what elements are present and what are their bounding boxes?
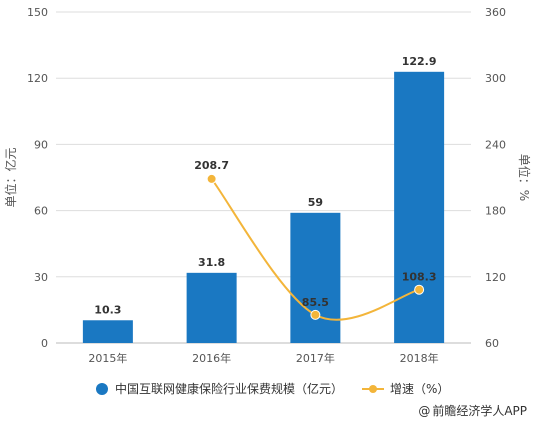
growth-point (206, 173, 217, 184)
legend-bar-marker (96, 382, 108, 395)
legend-line-marker (362, 383, 384, 395)
source-text: 前瞻经济学人APP (432, 404, 527, 418)
y-tick-label: 60 (34, 205, 48, 218)
bar (290, 212, 341, 343)
y-tick-label: 150 (27, 6, 48, 19)
y-tick-label: 30 (34, 271, 48, 284)
legend-bar-label: 中国互联网健康保险行业保费规模（亿元） (115, 382, 344, 396)
at-icon: @ (418, 404, 431, 418)
bar-data-label: 10.3 (94, 303, 121, 316)
growth-data-label: 85.5 (302, 296, 329, 309)
bar (394, 71, 445, 344)
y2-tick-label: 60 (485, 337, 499, 350)
bar-data-label: 59 (308, 196, 323, 209)
bar (186, 272, 237, 343)
y2-tick-label: 300 (485, 72, 506, 85)
growth-data-label: 108.3 (402, 271, 437, 284)
chart-legend: 中国互联网健康保险行业保费规模（亿元） 增速（%） (0, 380, 535, 398)
legend-item-bar[interactable]: 中国互联网健康保险行业保费规模（亿元） (96, 380, 343, 397)
growth-data-label: 208.7 (194, 159, 229, 172)
x-tick-label: 2016年 (192, 351, 231, 365)
y-axis-title: 单位：亿元 (3, 147, 18, 207)
y2-axis-title: 单位：% (517, 154, 532, 201)
bar-data-label: 31.8 (198, 256, 225, 269)
x-tick-label: 2017年 (296, 351, 335, 365)
y2-tick-label: 120 (485, 271, 506, 284)
y-tick-label: 120 (27, 72, 48, 85)
bar (82, 320, 133, 343)
bar-data-label: 122.9 (402, 55, 437, 68)
legend-item-line[interactable]: 增速（%） (362, 380, 449, 397)
y2-tick-label: 360 (485, 6, 506, 19)
growth-point (414, 284, 425, 295)
legend-line-label: 增速（%） (390, 382, 450, 396)
y-tick-label: 90 (34, 138, 48, 151)
x-tick-label: 2015年 (88, 351, 127, 365)
x-tick-label: 2018年 (400, 351, 439, 365)
source-credit: @ 前瞻经济学人APP (418, 402, 527, 419)
growth-point (310, 309, 321, 320)
y2-tick-label: 240 (485, 138, 506, 151)
y-tick-label: 0 (41, 337, 48, 350)
y2-tick-label: 180 (485, 205, 506, 218)
combo-chart: 0 30 60 90 120 150 60 120 180 240 300 360 单位：亿元 单位：% 2… (3, 6, 532, 365)
